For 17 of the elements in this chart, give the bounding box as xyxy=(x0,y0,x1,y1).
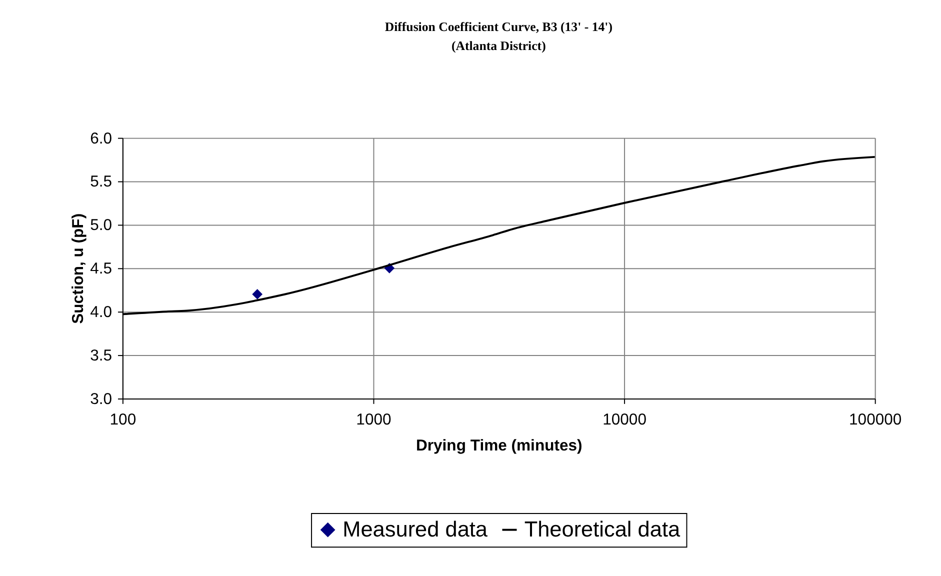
legend-label: Measured data xyxy=(342,516,488,542)
x-axis-title: Drying Time (minutes) xyxy=(416,437,582,454)
y-tick-label: 3.5 xyxy=(90,347,112,364)
chart-subtitle: (Atlanta District) xyxy=(451,38,546,53)
y-tick-label: 6.0 xyxy=(90,130,112,148)
x-tick-label: 1000 xyxy=(356,412,392,429)
x-tick-label: 100000 xyxy=(849,412,902,429)
y-axis-title: Suction, u (pF) xyxy=(70,213,88,324)
legend-label: Theoretical data xyxy=(524,516,681,542)
x-tick-label: 100 xyxy=(110,412,136,429)
x-tick-label: 10000 xyxy=(602,412,647,429)
y-tick-label: 4.5 xyxy=(90,260,112,278)
y-tick-label: 3.0 xyxy=(90,390,112,408)
y-tick-label: 5.0 xyxy=(90,217,112,234)
chart-title: Diffusion Coefficient Curve, B3 (13' - 14') xyxy=(384,20,612,34)
y-tick-label: 5.5 xyxy=(90,174,112,191)
y-tick-label: 4.0 xyxy=(90,304,112,322)
